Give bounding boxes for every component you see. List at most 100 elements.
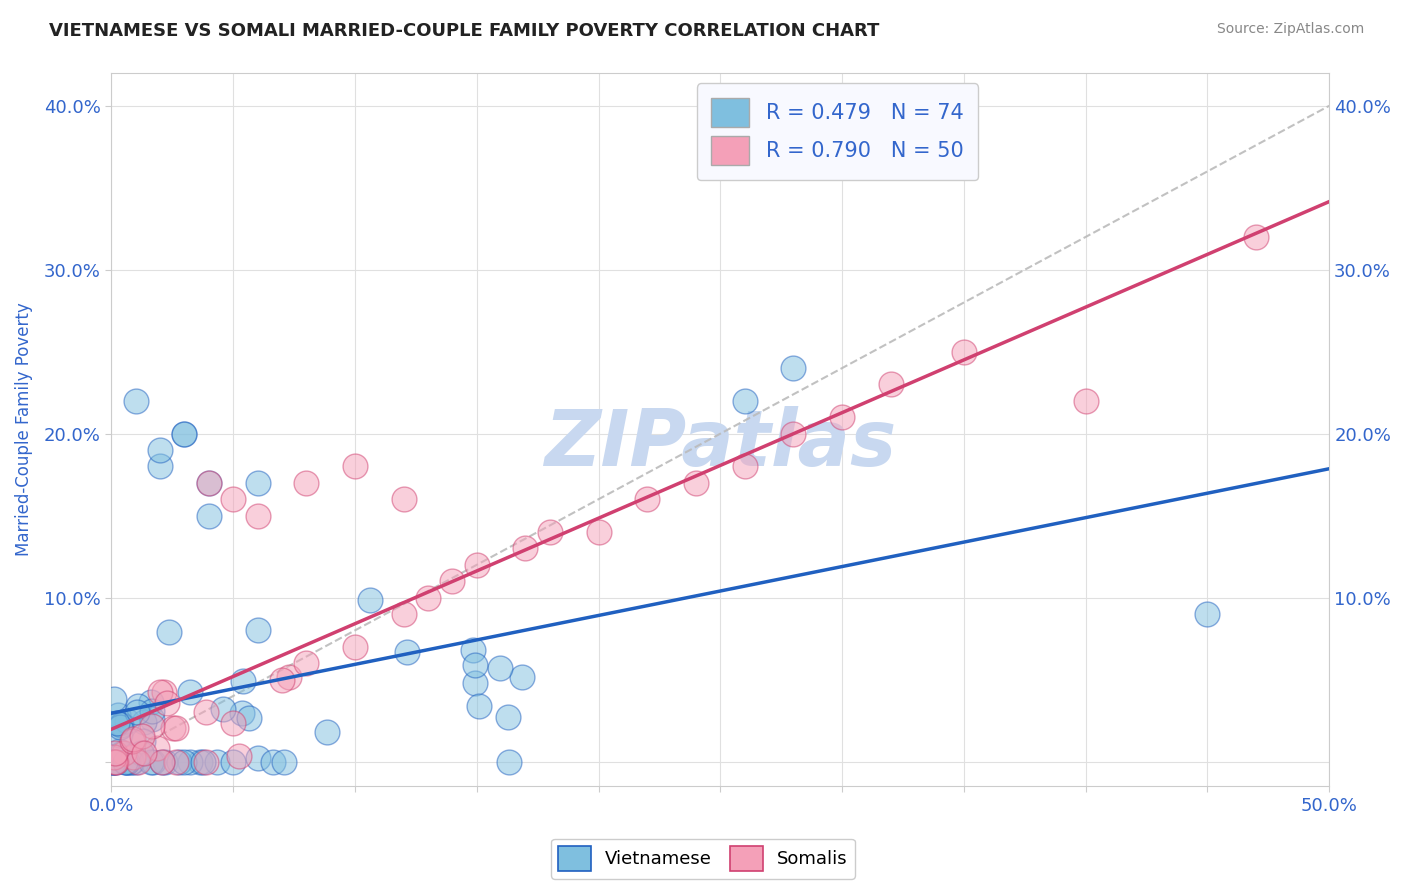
Point [441,574,464,589]
Point [149,684,172,698]
Point [150,755,173,769]
Point [222,492,245,507]
Point [110,717,132,731]
Point [121,734,143,748]
Point [831,410,853,425]
Point [515,541,537,556]
Point [115,755,138,769]
Point [104,755,127,769]
Point [157,625,180,640]
Point [246,624,269,638]
Point [271,673,294,687]
Point [141,719,163,733]
Point [103,750,125,764]
Point [315,725,337,739]
Point [134,746,156,760]
Point [395,645,418,659]
Point [104,755,127,769]
Point [1074,393,1097,408]
Point [108,720,131,734]
Point [103,755,125,769]
Point [101,755,124,769]
Point [146,740,169,755]
Point [212,702,235,716]
Point [343,640,366,654]
Point [498,755,520,769]
Point [108,716,131,731]
Point [463,643,485,657]
Point [1244,230,1267,244]
Point [122,732,145,747]
Point [188,755,211,769]
Point [295,656,318,670]
Point [496,709,519,723]
Point [114,755,136,769]
Point [464,675,486,690]
Point [125,705,148,719]
Point [104,755,127,769]
Point [173,426,195,441]
Point [359,592,381,607]
Point [953,344,976,359]
Point [125,393,148,408]
Point [588,524,610,539]
Point [228,748,250,763]
Point [110,715,132,730]
Point [108,728,131,742]
Point [156,696,179,710]
Point [127,698,149,713]
Point [117,714,139,728]
Point [734,459,756,474]
Point [465,558,488,572]
Point [246,751,269,765]
Point [246,475,269,490]
Point [108,743,131,757]
Point [246,508,269,523]
Point [179,684,201,698]
Point [149,443,172,458]
Point [195,706,218,720]
Point [232,674,254,689]
Point [115,755,138,769]
Point [488,661,510,675]
Point [222,715,245,730]
Point [191,755,214,769]
Point [685,475,707,490]
Point [468,698,491,713]
Point [782,426,804,441]
Point [152,685,174,699]
Point [149,459,172,474]
Point [273,755,295,769]
Point [121,755,143,769]
Point [238,711,260,725]
Point [179,755,201,769]
Point [205,755,228,769]
Text: Source: ZipAtlas.com: Source: ZipAtlas.com [1216,22,1364,37]
Point [141,704,163,718]
Point [165,755,187,769]
Point [392,607,415,621]
Point [343,459,366,474]
Point [155,755,177,769]
Point [103,755,125,769]
Text: VIETNAMESE VS SOMALI MARRIED-COUPLE FAMILY POVERTY CORRELATION CHART: VIETNAMESE VS SOMALI MARRIED-COUPLE FAMI… [49,22,880,40]
Point [782,361,804,376]
Point [295,475,318,490]
Point [111,746,134,760]
Point [636,492,658,507]
Point [139,755,162,769]
Point [132,734,155,748]
Point [105,716,128,731]
Point [416,591,439,605]
Point [131,746,153,760]
Legend: R = 0.479   N = 74, R = 0.790   N = 50: R = 0.479 N = 74, R = 0.790 N = 50 [697,83,977,180]
Y-axis label: Married-Couple Family Poverty: Married-Couple Family Poverty [15,302,32,557]
Point [1197,607,1219,621]
Point [392,492,415,507]
Point [880,377,903,392]
Text: ZIPatlas: ZIPatlas [544,406,897,482]
Point [198,475,221,490]
Point [262,755,284,769]
Point [173,426,195,441]
Point [162,722,184,736]
